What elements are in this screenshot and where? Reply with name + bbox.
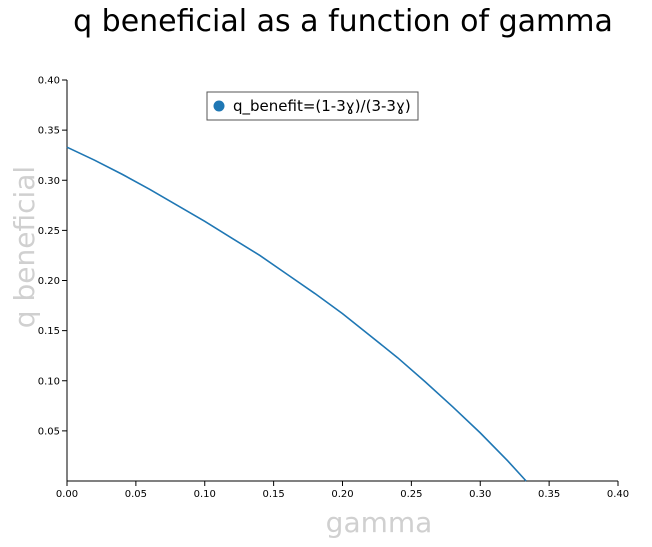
y-axis-title: q beneficial [8,166,41,328]
y-tick-label: 0.05 [38,426,60,437]
legend: q_benefit=(1-3ɣ)/(3-3ɣ) [206,91,419,121]
legend-box [206,91,419,121]
x-tick-label: 0.40 [607,489,629,500]
legend-label: q_benefit=(1-3ɣ)/(3-3ɣ) [233,97,411,116]
series-layer [66,146,527,482]
y-tick-label: 0.25 [38,226,60,237]
x-tick-label: 0.05 [125,489,147,500]
y-tick-label: 0.35 [38,126,60,137]
x-tick-label: 0.10 [194,489,216,500]
x-tick-label: 0.25 [400,489,422,500]
x-tick-label: 0.15 [262,489,284,500]
x-tick-label: 0.00 [56,489,78,500]
plot-area: 0.00 0.05 0.10 0.15 0.20 0.25 0.30 0.35 0.40 0.0… [38,76,629,501]
x-tick-label: 0.30 [469,489,491,500]
y-tick-label: 0.20 [38,276,60,287]
y-tick-label: 0.10 [38,376,60,387]
y-tick-label: 0.40 [38,76,60,87]
x-tick-label: 0.20 [331,489,353,500]
y-axis-ticks: 0.05 0.10 0.15 0.20 0.25 0.30 0.35 0.40 [38,76,67,437]
x-axis-ticks: 0.00 0.05 0.10 0.15 0.20 0.25 0.30 0.35 0.40 [56,481,629,500]
series-line-0 [66,146,527,482]
x-tick-label: 0.35 [538,489,560,500]
chart-title: q beneficial as a function of gamma [73,4,613,39]
x-axis-title: gamma [326,506,433,539]
y-tick-label: 0.15 [38,326,60,337]
legend-swatch [213,100,225,112]
y-tick-label: 0.30 [38,176,60,187]
